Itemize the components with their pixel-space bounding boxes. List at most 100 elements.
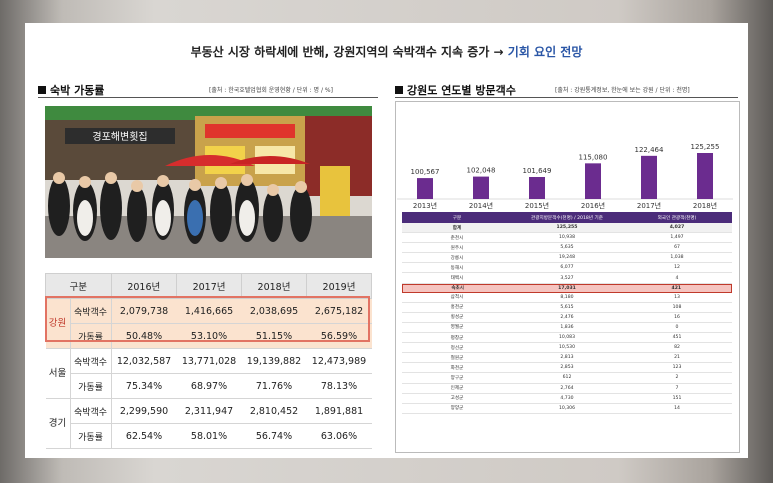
table-row: 양구군 612 2 xyxy=(402,373,732,384)
cell: 50.48% xyxy=(111,323,177,349)
cell: 53.10% xyxy=(176,323,242,349)
cell: 1,891,881 xyxy=(306,398,372,424)
headline-highlight: 기회 요인 전망 xyxy=(507,45,583,59)
cell: 13 xyxy=(674,294,680,300)
cell: 62.54% xyxy=(111,423,177,449)
cell: 123 xyxy=(672,365,682,371)
cell: 0 xyxy=(675,324,679,330)
cell: 17,031 xyxy=(558,285,576,291)
cell: 4,027 xyxy=(669,225,685,231)
row-label: 가동률 xyxy=(70,423,112,449)
bar xyxy=(529,176,545,199)
cell: 19,248 xyxy=(558,255,576,261)
row-label: 가동률 xyxy=(70,373,112,399)
table-row: 강릉시 19,248 1,038 xyxy=(402,253,732,264)
data-label: 102,048 xyxy=(467,167,496,175)
cell: 삼척시 xyxy=(450,295,464,301)
header-cell: 2018년 xyxy=(241,273,307,299)
cell: 2,675,182 xyxy=(306,298,372,324)
cell: 1,836 xyxy=(560,324,574,330)
table-row: 인제군 2,764 7 xyxy=(402,384,732,394)
header-cell: 관광지방문객수(천명) / 2018년 기준 xyxy=(531,215,603,221)
table-row: 삼척시 8,180 13 xyxy=(402,293,732,303)
row-label: 숙박객수 xyxy=(70,298,112,324)
table-row: 횡성군 2,476 16 xyxy=(402,313,732,323)
cell: 68.97% xyxy=(176,373,242,399)
cell: 67 xyxy=(674,245,680,251)
table-row: 평창군 10,083 451 xyxy=(402,333,732,344)
table-row: 태백시 3,527 4 xyxy=(402,273,732,284)
square-bullet-icon xyxy=(38,86,46,94)
category-label: 2014년 xyxy=(469,201,493,210)
cell: 정선군 xyxy=(450,345,464,351)
row-label: 숙박객수 xyxy=(70,398,112,424)
row-label: 가동률 xyxy=(70,323,112,349)
data-label: 101,649 xyxy=(523,167,552,175)
cell: 2,038,695 xyxy=(241,298,307,324)
shop-sign-text: 경포해변횟집 xyxy=(92,130,147,143)
occupancy-table-header: 구분 2016년 2017년 2018년 2019년 xyxy=(45,273,373,299)
cell: 양구군 xyxy=(450,375,464,381)
bar xyxy=(585,163,601,199)
cell: 7 xyxy=(675,385,679,391)
cell: 75.34% xyxy=(111,373,177,399)
headline-main: 부동산 시장 하락세에 반해, 강원지역의 숙박객수 지속 증가 → xyxy=(190,45,508,59)
cell: 고성군 xyxy=(450,396,464,402)
row-label: 숙박객수 xyxy=(70,348,112,374)
table-row: 가동률 75.34% 68.97% 71.76% 78.13% xyxy=(46,373,372,399)
data-label: 115,080 xyxy=(579,153,608,161)
cell: 4 xyxy=(675,275,679,281)
visitor-bar-chart: 100,567 2013년 102,048 2014년 101,649 2015년 115,… xyxy=(397,143,733,210)
cell: 12,032,587 xyxy=(111,348,177,374)
bar xyxy=(473,176,489,199)
cell: 451 xyxy=(672,335,682,341)
cell: 56.74% xyxy=(241,423,307,449)
street-photo: 경포해변횟집 xyxy=(45,106,372,258)
cell: 2,079,738 xyxy=(111,298,177,324)
cell: 63.06% xyxy=(306,423,372,449)
right-divider xyxy=(395,97,738,98)
cell: 19,139,882 xyxy=(241,348,307,374)
cell: 동해시 xyxy=(450,265,464,271)
table-row: 고성군 4,730 151 xyxy=(402,394,732,404)
cell: 108 xyxy=(672,304,682,310)
category-label: 2015년 xyxy=(525,201,549,210)
cell: 8,180 xyxy=(560,294,574,300)
bar xyxy=(641,155,657,199)
cell: 2,810,452 xyxy=(241,398,307,424)
cell: 양양군 xyxy=(450,406,464,412)
cell: 71.76% xyxy=(241,373,307,399)
category-label: 2018년 xyxy=(693,201,717,210)
right-source: [출처 : 강원통계정보, 한눈에 보는 강원 / 단위 : 천명] xyxy=(555,87,690,94)
square-bullet-icon xyxy=(395,86,403,94)
header-cell: 구분 xyxy=(45,273,112,299)
cell: 5,615 xyxy=(560,304,574,310)
cell: 4,730 xyxy=(560,395,574,401)
cell: 합계 xyxy=(452,225,462,231)
category-label: 2017년 xyxy=(637,201,661,210)
table-row: 철원군 2,813 21 xyxy=(402,353,732,364)
cell: 10,938 xyxy=(558,235,576,241)
table-row: 동해시 6,077 12 xyxy=(402,263,732,274)
right-title-text: 강원도 연도별 방문객수 xyxy=(407,84,516,97)
header-cell: 2016년 xyxy=(110,273,178,299)
cell: 51.15% xyxy=(241,323,307,349)
table-row: 가동률 62.54% 58.01% 56.74% 63.06% xyxy=(46,423,372,449)
region-gyeonggi: 경기 xyxy=(45,398,71,449)
table-row: 정선군 10,530 82 xyxy=(402,343,732,354)
header-cell: 구분 xyxy=(452,215,462,221)
cell: 6,077 xyxy=(560,265,574,271)
highlighted-table-row: 속초시 17,031 421 xyxy=(402,283,732,293)
cell: 2,476 xyxy=(560,314,574,320)
cell: 10,306 xyxy=(558,405,576,411)
cell: 13,771,028 xyxy=(176,348,242,374)
cell: 횡성군 xyxy=(450,315,464,321)
table-row: 원주시 5,635 67 xyxy=(402,243,732,254)
cell: 12,473,989 xyxy=(306,348,372,374)
cell: 5,635 xyxy=(560,245,574,251)
cell: 82 xyxy=(674,345,680,351)
table-row: 강원 숙박객수 2,079,738 1,416,665 2,038,695 2,… xyxy=(45,298,372,349)
cell: 춘천시 xyxy=(450,235,464,241)
table-row: 영월군 1,836 0 xyxy=(402,323,732,334)
cell: 2,764 xyxy=(560,385,574,391)
